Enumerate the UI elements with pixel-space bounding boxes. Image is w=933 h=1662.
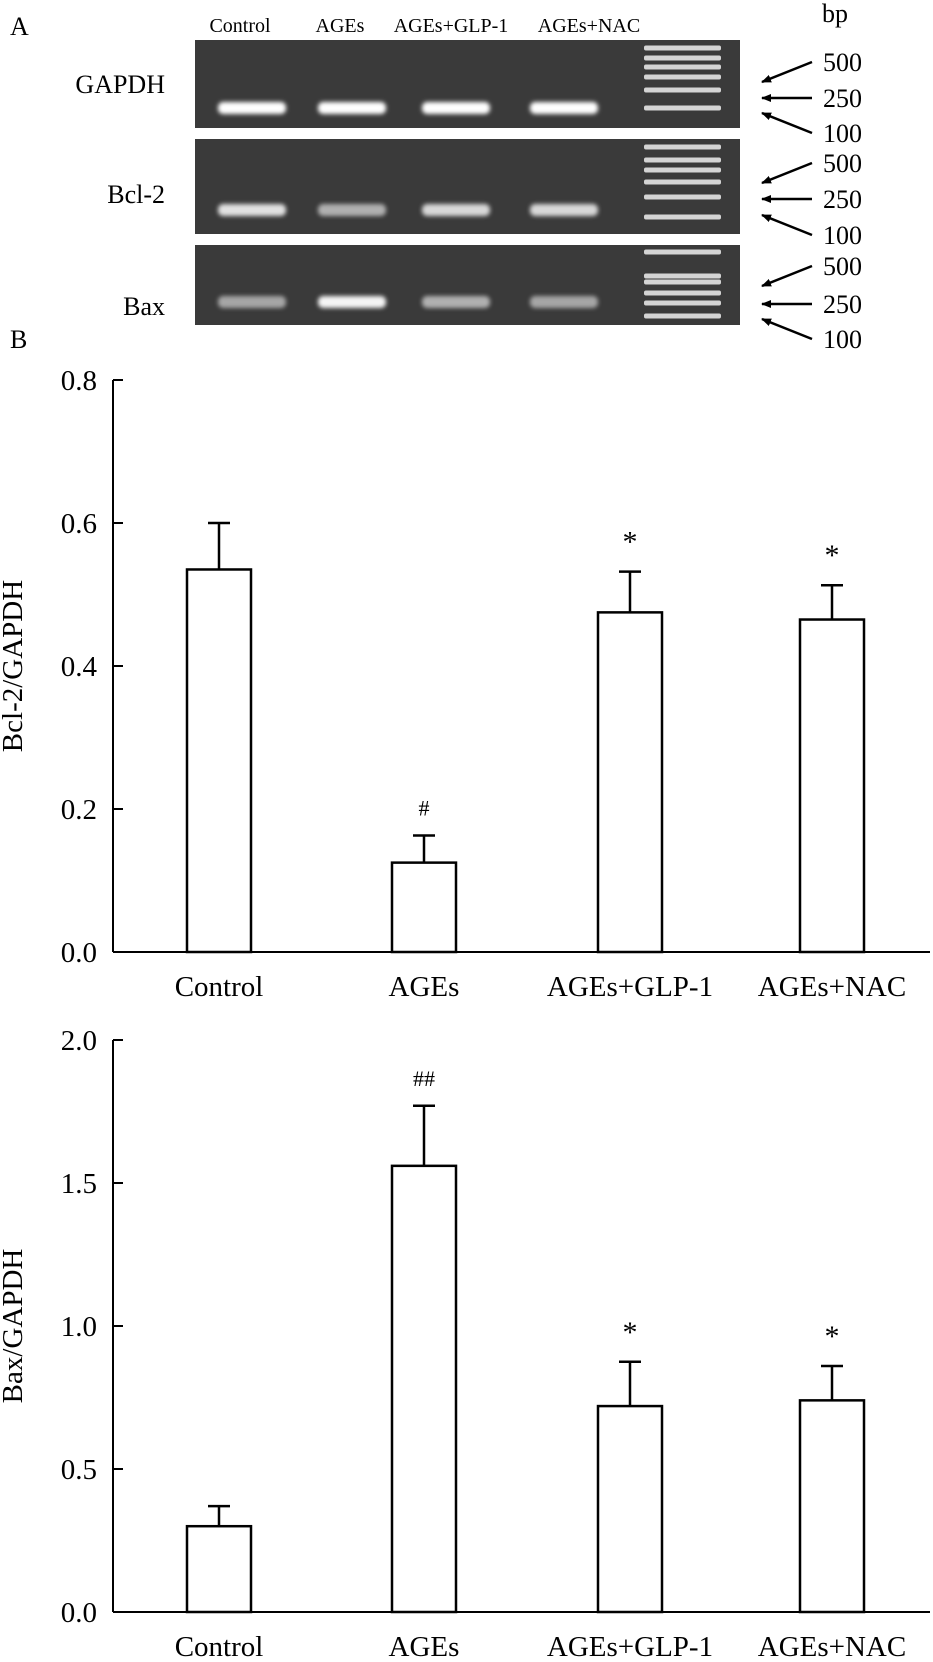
significance-mark-ages-glp-1: * bbox=[623, 526, 638, 559]
y-axis-label: Bax/GAPDH bbox=[0, 1249, 29, 1404]
bar-ages bbox=[390, 861, 458, 954]
y-tick-label: 1.0 bbox=[61, 1311, 97, 1343]
y-tick-label: 0.0 bbox=[61, 937, 97, 969]
ladder-band bbox=[644, 300, 721, 306]
ladder-band bbox=[644, 279, 721, 285]
band-bcl-2-ages-glp-1 bbox=[422, 204, 490, 216]
bar-ages-glp-1 bbox=[596, 611, 664, 954]
lane-label-ages-glp1: AGEs+GLP-1 bbox=[394, 15, 509, 37]
band-bcl-2-control bbox=[218, 204, 286, 216]
gel-label-bcl-2: Bcl-2 bbox=[107, 180, 165, 209]
ladder-band bbox=[644, 179, 721, 185]
significance-mark-ages-glp-1: * bbox=[623, 1316, 638, 1349]
x-tick-label-ages-glp-1: AGEs+GLP-1 bbox=[547, 1631, 713, 1662]
x-tick-label-ages-nac: AGEs+NAC bbox=[758, 1631, 906, 1662]
x-tick-label-control: Control bbox=[175, 971, 264, 1003]
gel-bcl-2 bbox=[195, 139, 740, 234]
gel-bax bbox=[195, 245, 740, 325]
ladder-band bbox=[644, 157, 721, 163]
y-tick-label: 0.0 bbox=[61, 1597, 97, 1629]
marker-arrow bbox=[761, 213, 813, 237]
significance-mark-ages: # bbox=[419, 795, 430, 820]
panel-b-label: B bbox=[10, 325, 27, 354]
significance-mark-ages-nac: * bbox=[825, 539, 840, 572]
y-axis-label: Bcl-2/GAPDH bbox=[0, 580, 29, 752]
band-gapdh-control bbox=[218, 102, 286, 114]
ladder-band bbox=[644, 45, 721, 51]
band-gapdh-ages bbox=[318, 102, 386, 114]
x-tick-label-ages-glp-1: AGEs+GLP-1 bbox=[547, 971, 713, 1003]
ladder-band bbox=[644, 87, 721, 93]
gel-label-gapdh: GAPDH bbox=[75, 70, 165, 99]
lane-label-ages: AGEs bbox=[316, 15, 365, 37]
bar-control bbox=[185, 1524, 253, 1614]
marker-arrow bbox=[761, 264, 813, 288]
ladder-band bbox=[644, 214, 721, 220]
y-tick-label: 2.0 bbox=[61, 1025, 97, 1057]
band-bcl-2-ages-nac bbox=[530, 204, 598, 216]
y-tick-label: 0.8 bbox=[61, 365, 97, 397]
gel-gapdh bbox=[195, 40, 740, 128]
ladder-band bbox=[644, 144, 721, 150]
marker-arrow bbox=[761, 60, 813, 84]
ladder-band bbox=[644, 273, 721, 279]
marker-label-100: 100 bbox=[823, 119, 862, 148]
ladder-band bbox=[644, 249, 721, 255]
lane-label-ages-nac: AGEs+NAC bbox=[538, 15, 640, 37]
lane-label-control: Control bbox=[209, 15, 271, 37]
ladder-band bbox=[644, 105, 721, 111]
ladder-band bbox=[644, 74, 721, 80]
y-tick-label: 0.2 bbox=[61, 794, 97, 826]
panel-a-label: A bbox=[10, 12, 29, 41]
y-tick-label: 0.6 bbox=[61, 508, 97, 540]
ladder-band bbox=[644, 64, 721, 70]
gel-images: GAPDH 500 250 100 Bcl-2 500 250 100 Bax 500 250 100 bbox=[75, 40, 862, 354]
bar-ages-glp-1 bbox=[596, 1404, 664, 1614]
ladder-band bbox=[644, 290, 721, 296]
band-bax-control bbox=[218, 296, 286, 308]
x-tick-label-control: Control bbox=[175, 1631, 264, 1662]
band-gapdh-ages-glp-1 bbox=[422, 102, 490, 114]
marker-label-250: 250 bbox=[823, 84, 862, 113]
marker-arrow bbox=[761, 161, 813, 185]
marker-label-250: 250 bbox=[823, 290, 862, 319]
bp-label: bp bbox=[822, 0, 848, 28]
marker-arrow bbox=[761, 317, 813, 341]
x-tick-label-ages: AGEs bbox=[389, 1631, 460, 1662]
y-tick-label: 0.5 bbox=[61, 1454, 97, 1486]
significance-mark-ages: ## bbox=[413, 1066, 435, 1091]
bar-control bbox=[185, 568, 253, 954]
x-tick-label-ages: AGEs bbox=[389, 971, 460, 1003]
bar-ages-nac bbox=[798, 1399, 866, 1614]
bax-chart: 0.0 0.5 1.0 1.5 2.0 Bax/GAPDH Control ## AGEs * AG… bbox=[0, 1025, 930, 1662]
marker-label-500: 500 bbox=[823, 149, 862, 178]
marker-label-100: 100 bbox=[823, 325, 862, 354]
bar-ages bbox=[390, 1164, 458, 1614]
ladder-band bbox=[644, 313, 721, 319]
marker-label-100: 100 bbox=[823, 221, 862, 250]
marker-arrow bbox=[761, 111, 813, 135]
y-tick-label: 1.5 bbox=[61, 1168, 97, 1200]
y-tick-label: 0.4 bbox=[61, 651, 98, 683]
band-bax-ages-glp-1 bbox=[422, 296, 490, 308]
marker-label-250: 250 bbox=[823, 185, 862, 214]
marker-label-500: 500 bbox=[823, 252, 862, 281]
ladder-band bbox=[644, 194, 721, 200]
significance-mark-ages-nac: * bbox=[825, 1320, 840, 1353]
gel-label-bax: Bax bbox=[123, 292, 165, 321]
bar-ages-nac bbox=[798, 618, 866, 954]
x-tick-label-ages-nac: AGEs+NAC bbox=[758, 971, 906, 1003]
ladder-band bbox=[644, 167, 721, 173]
band-gapdh-ages-nac bbox=[530, 102, 598, 114]
band-bcl-2-ages bbox=[318, 204, 386, 216]
ladder-band bbox=[644, 55, 721, 61]
band-bax-ages bbox=[318, 296, 386, 308]
bcl2-chart: 0.0 0.2 0.4 0.6 0.8 Bcl-2/GAPDH Control # AGEs * A… bbox=[0, 365, 930, 1003]
band-bax-ages-nac bbox=[530, 296, 598, 308]
marker-label-500: 500 bbox=[823, 48, 862, 77]
